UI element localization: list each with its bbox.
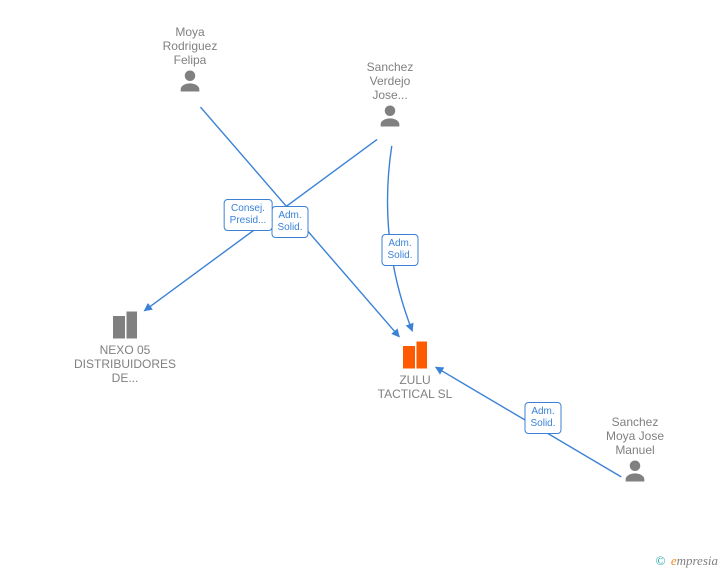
building-icon bbox=[397, 337, 433, 373]
copyright-symbol: © bbox=[656, 553, 666, 568]
diagram-canvas: Moya Rodriguez Felipa Sanchez Verdejo Jo… bbox=[0, 0, 728, 575]
node-label: Moya Rodriguez Felipa bbox=[135, 25, 245, 67]
person-icon bbox=[176, 67, 204, 95]
person-icon bbox=[376, 102, 404, 130]
node-label: NEXO 05 DISTRIBUIDORES DE... bbox=[70, 343, 180, 385]
edge-label-2: Consej. Presid... bbox=[224, 199, 273, 231]
node-p3[interactable]: Sanchez Moya Jose Manuel bbox=[580, 415, 690, 485]
node-p1[interactable]: Moya Rodriguez Felipa bbox=[135, 25, 245, 95]
building-icon bbox=[107, 307, 143, 343]
edge-label-0: Adm. Solid. bbox=[271, 206, 308, 238]
node-label: Sanchez Moya Jose Manuel bbox=[580, 415, 690, 457]
watermark: © empresia bbox=[656, 553, 718, 569]
watermark-rest: mpresia bbox=[677, 553, 718, 568]
node-label: Sanchez Verdejo Jose... bbox=[335, 60, 445, 102]
node-c2[interactable]: ZULU TACTICAL SL bbox=[360, 337, 470, 401]
person-icon bbox=[621, 457, 649, 485]
edge-label-1: Adm. Solid. bbox=[381, 234, 418, 266]
node-label: ZULU TACTICAL SL bbox=[360, 373, 470, 401]
node-c1[interactable]: NEXO 05 DISTRIBUIDORES DE... bbox=[70, 307, 180, 385]
node-p2[interactable]: Sanchez Verdejo Jose... bbox=[335, 60, 445, 130]
edge-label-3: Adm. Solid. bbox=[524, 402, 561, 434]
